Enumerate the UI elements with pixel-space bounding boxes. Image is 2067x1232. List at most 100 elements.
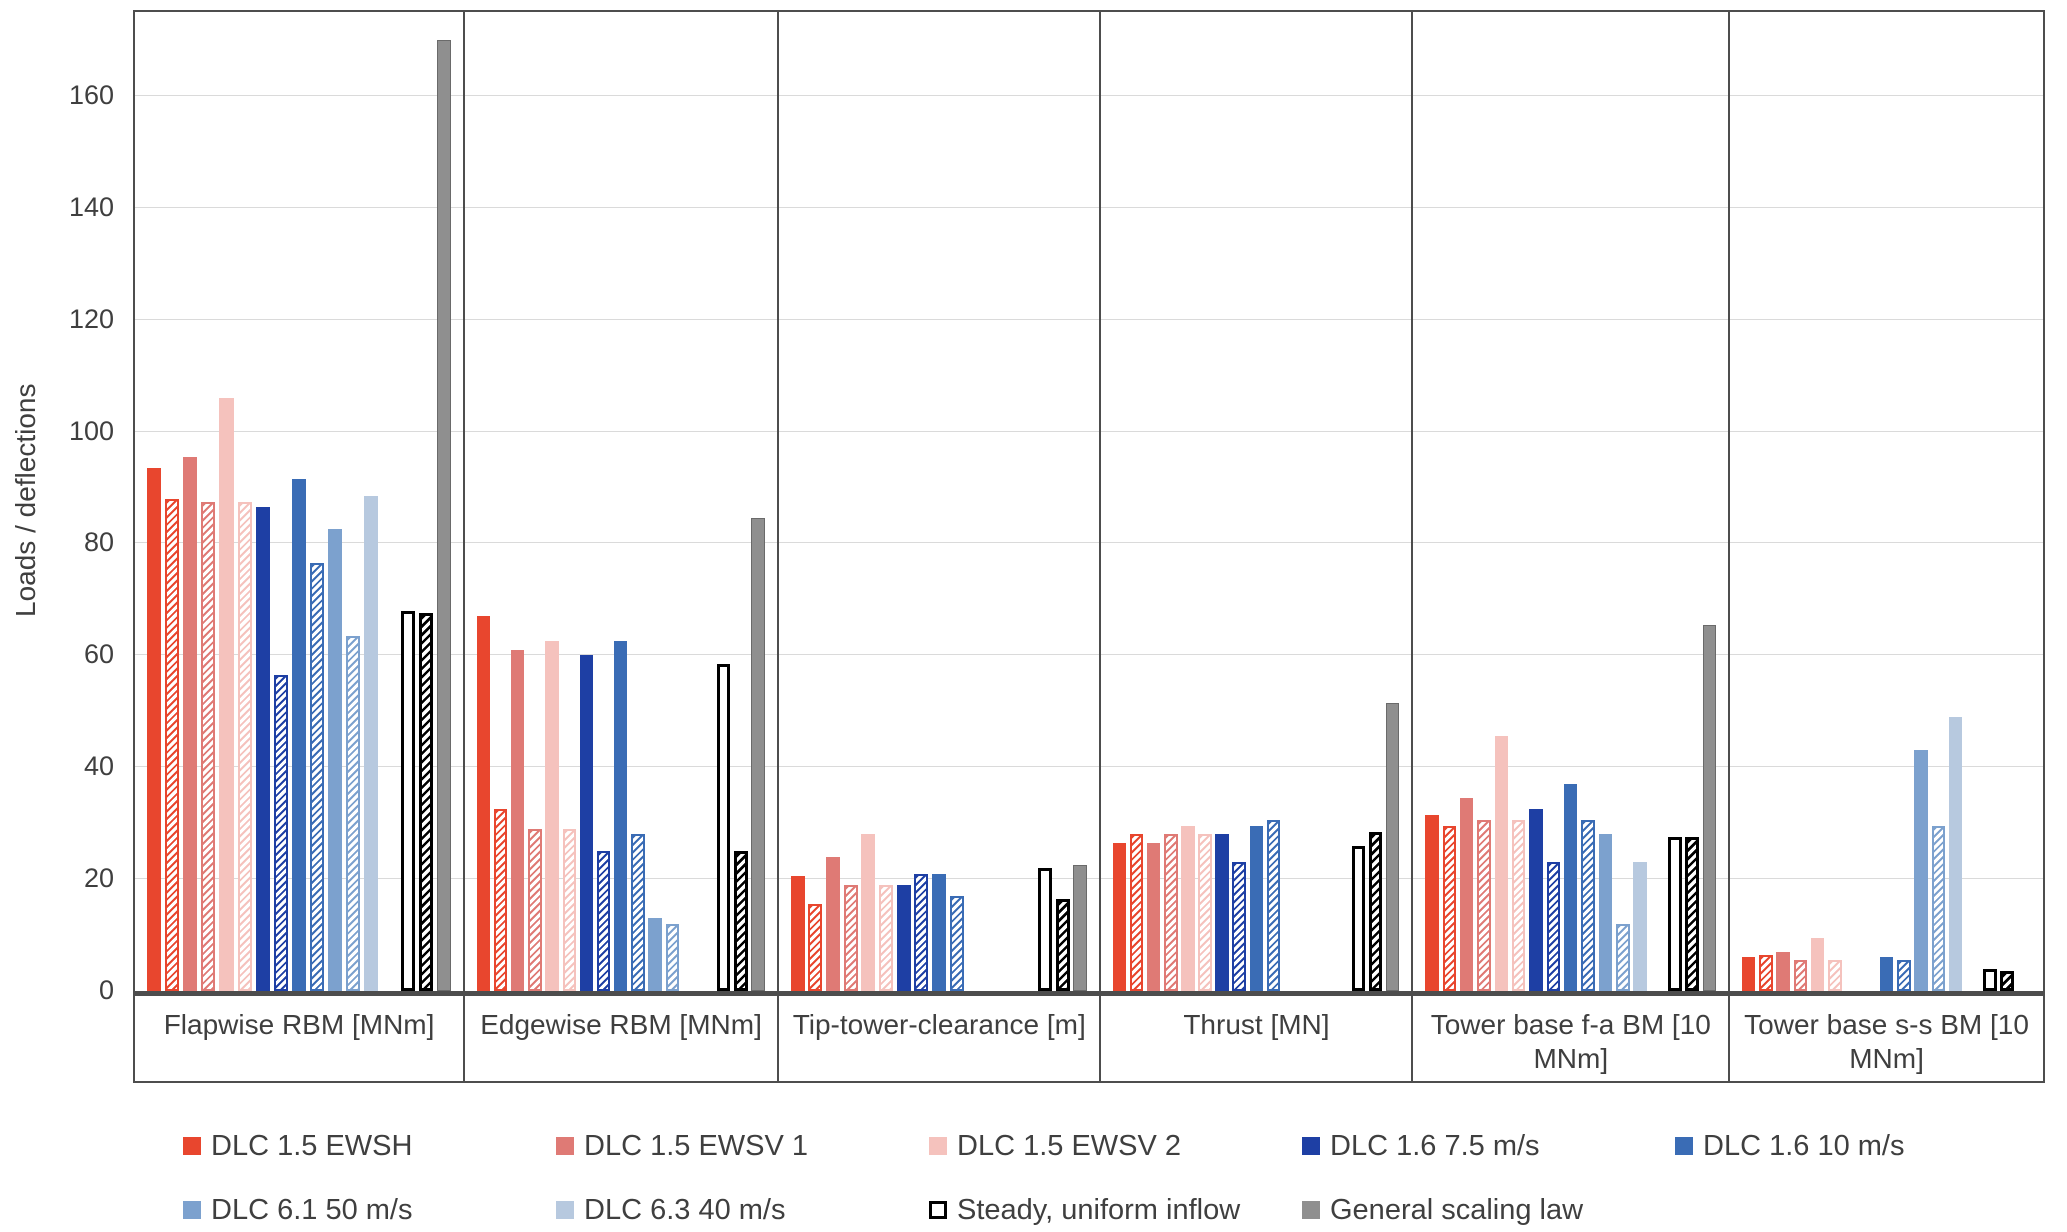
bar-slot	[1649, 12, 1666, 991]
bar-dlc-1.5-ewsh-solid	[1425, 815, 1439, 991]
bar-slot	[1740, 12, 1757, 991]
bar-slot	[1912, 12, 1929, 991]
bar-slot	[1282, 12, 1299, 991]
bar-dlc-1.6-10-m-s-hatched	[631, 834, 644, 991]
bar-dlc-1.5-ewsh-hatched	[494, 809, 507, 991]
bar-dlc-1.6-10-m-s-hatched	[1897, 960, 1910, 991]
bar-dlc-1.5-ewsh-hatched	[165, 499, 179, 991]
bar-dlc-1.5-ewsv-1-solid	[183, 457, 197, 991]
bar-slot	[1579, 12, 1596, 991]
bar-dlc-1.6-7.5-m-s-solid	[1529, 809, 1543, 991]
bar-slot	[181, 12, 199, 991]
bar-general-scaling-law-solid	[1703, 625, 1717, 991]
bar-dlc-6.1-50-m-s-solid	[1914, 750, 1927, 991]
bar-dlc-1.5-ewsv-1-solid	[826, 857, 840, 991]
bar-slot	[1510, 12, 1527, 991]
bar-dlc-1.6-7.5-m-s-hatched	[1232, 862, 1245, 991]
bar-dlc-1.5-ewsv-1-hatched	[1164, 834, 1177, 991]
category-panel	[779, 12, 1101, 991]
legend-item: DLC 6.3 40 m/s	[556, 1188, 929, 1232]
bar-slot	[290, 12, 308, 991]
bar-dlc-1.5-ewsh-hatched	[1443, 826, 1457, 991]
bar-dlc-1.6-7.5-m-s-solid	[897, 885, 911, 991]
category-panel	[1730, 12, 2043, 991]
bar-slot	[1614, 12, 1631, 991]
bar-slot	[217, 12, 235, 991]
legend-item: DLC 1.6 7.5 m/s	[1302, 1124, 1675, 1168]
bar-dlc-1.5-ewsv-2-solid	[1495, 736, 1509, 991]
bar-general-scaling-law-solid	[751, 518, 764, 991]
bar-dlc-1.6-10-m-s-hatched	[310, 563, 324, 991]
bar-slot	[2016, 12, 2033, 991]
bar-slot	[163, 12, 181, 991]
bar-steady-uniform-inflow-solid	[1352, 846, 1365, 991]
bar-slot	[1493, 12, 1510, 991]
bar-slot	[1248, 12, 1265, 991]
bar-slot	[380, 12, 398, 991]
bar-dlc-1.5-ewsv-2-solid	[1811, 938, 1824, 991]
legend-swatch	[183, 1201, 201, 1219]
bar-steady-uniform-inflow-solid	[401, 611, 415, 991]
bar-dlc-1.5-ewsh-solid	[1113, 843, 1126, 991]
bar-slot	[629, 12, 646, 991]
y-tick-label: 20	[4, 863, 114, 894]
bar-slot	[824, 12, 842, 991]
legend-item: DLC 1.5 EWSV 1	[556, 1124, 929, 1168]
category-panel	[135, 12, 465, 991]
bar-slot	[1981, 12, 1998, 991]
y-tick-label: 0	[4, 975, 114, 1006]
bar-slot	[1562, 12, 1579, 991]
bar-dlc-1.6-7.5-m-s-hatched	[1547, 862, 1561, 991]
bar-slot	[647, 12, 664, 991]
bar-steady-uniform-inflow-hatched	[419, 613, 433, 991]
category-label: Tip-tower-clearance [m]	[779, 996, 1101, 1081]
bar-general-scaling-law-solid	[1073, 865, 1087, 991]
legend-item: Steady, uniform inflow	[929, 1188, 1302, 1232]
bar-dlc-1.6-7.5-m-s-solid	[256, 507, 270, 991]
bar-slot	[789, 12, 807, 991]
bar-slot	[715, 12, 732, 991]
bar-slot	[1128, 12, 1145, 991]
bar-dlc-1.5-ewsv-2-hatched	[1512, 820, 1526, 991]
bar-dlc-1.5-ewsv-2-hatched	[563, 829, 576, 991]
bar-dlc-1.6-10-m-s-solid	[1880, 957, 1893, 991]
bar-dlc-1.5-ewsv-1-solid	[1460, 798, 1474, 991]
bar-slot	[254, 12, 272, 991]
bar-slot	[732, 12, 749, 991]
y-tick-label: 120	[4, 304, 114, 335]
bar-steady-uniform-inflow-hatched	[1056, 899, 1070, 991]
bar-dlc-1.5-ewsv-1-hatched	[528, 829, 541, 991]
bar-slot	[1367, 12, 1384, 991]
bar-slot	[199, 12, 217, 991]
legend-swatch	[1302, 1137, 1320, 1155]
bar-dlc-1.6-10-m-s-hatched	[1267, 820, 1280, 991]
bar-slot	[983, 12, 1001, 991]
bar-slot	[145, 12, 163, 991]
bar-dlc-1.5-ewsv-1-solid	[511, 650, 524, 991]
bar-slot	[1861, 12, 1878, 991]
bar-dlc-6.3-40-m-s-solid	[1949, 717, 1962, 991]
legend-swatch	[929, 1201, 947, 1219]
bar-slot	[308, 12, 326, 991]
bar-steady-uniform-inflow-hatched	[1369, 832, 1382, 991]
bar-slot	[1231, 12, 1248, 991]
y-tick-label: 100	[4, 416, 114, 447]
bar-slot	[1019, 12, 1037, 991]
bar-slot	[966, 12, 984, 991]
bar-slot	[1054, 12, 1072, 991]
bar-slot	[859, 12, 877, 991]
bar-dlc-1.6-7.5-m-s-hatched	[274, 675, 288, 991]
bar-slot	[1441, 12, 1458, 991]
bar-steady-uniform-inflow-hatched	[1685, 837, 1699, 991]
plot-area	[133, 10, 2045, 994]
bar-slot	[1843, 12, 1860, 991]
bar-dlc-1.6-10-m-s-hatched	[950, 896, 964, 991]
bar-slot	[1145, 12, 1162, 991]
category-label: Thrust [MN]	[1101, 996, 1413, 1081]
bar-dlc-1.5-ewsv-2-solid	[219, 398, 233, 991]
bar-slot	[1458, 12, 1475, 991]
legend-swatch	[556, 1137, 574, 1155]
